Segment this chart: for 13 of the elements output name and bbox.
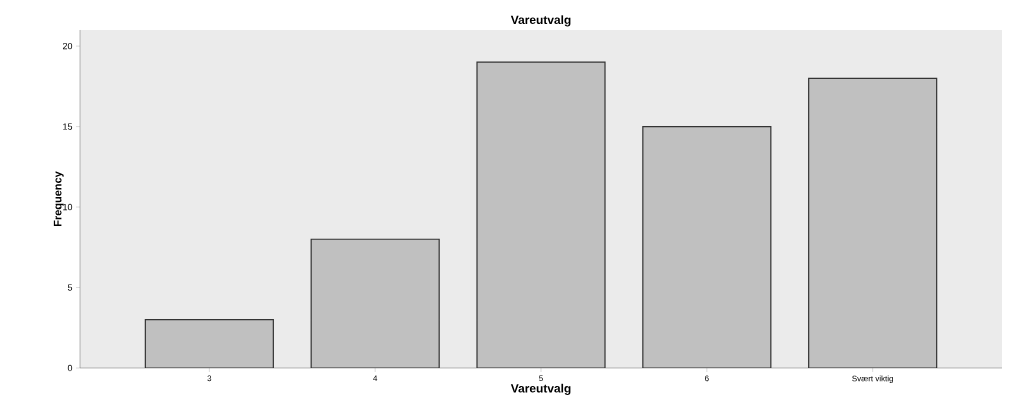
y-tick-label: 15: [63, 123, 73, 130]
x-axis-title: Vareutvalg: [510, 383, 571, 395]
bar: [144, 319, 274, 368]
bar: [642, 125, 772, 368]
y-tick-label: 10: [63, 203, 73, 211]
y-axis-title: Frequency: [53, 171, 64, 226]
bar: [808, 77, 938, 368]
chart-title: Vareutvalg: [510, 15, 571, 27]
y-tick-label: 5: [67, 284, 73, 291]
bar: [476, 61, 606, 368]
bar: [310, 238, 440, 368]
y-tick-label: 0: [67, 364, 73, 372]
y-tick-label: 20: [62, 42, 73, 50]
